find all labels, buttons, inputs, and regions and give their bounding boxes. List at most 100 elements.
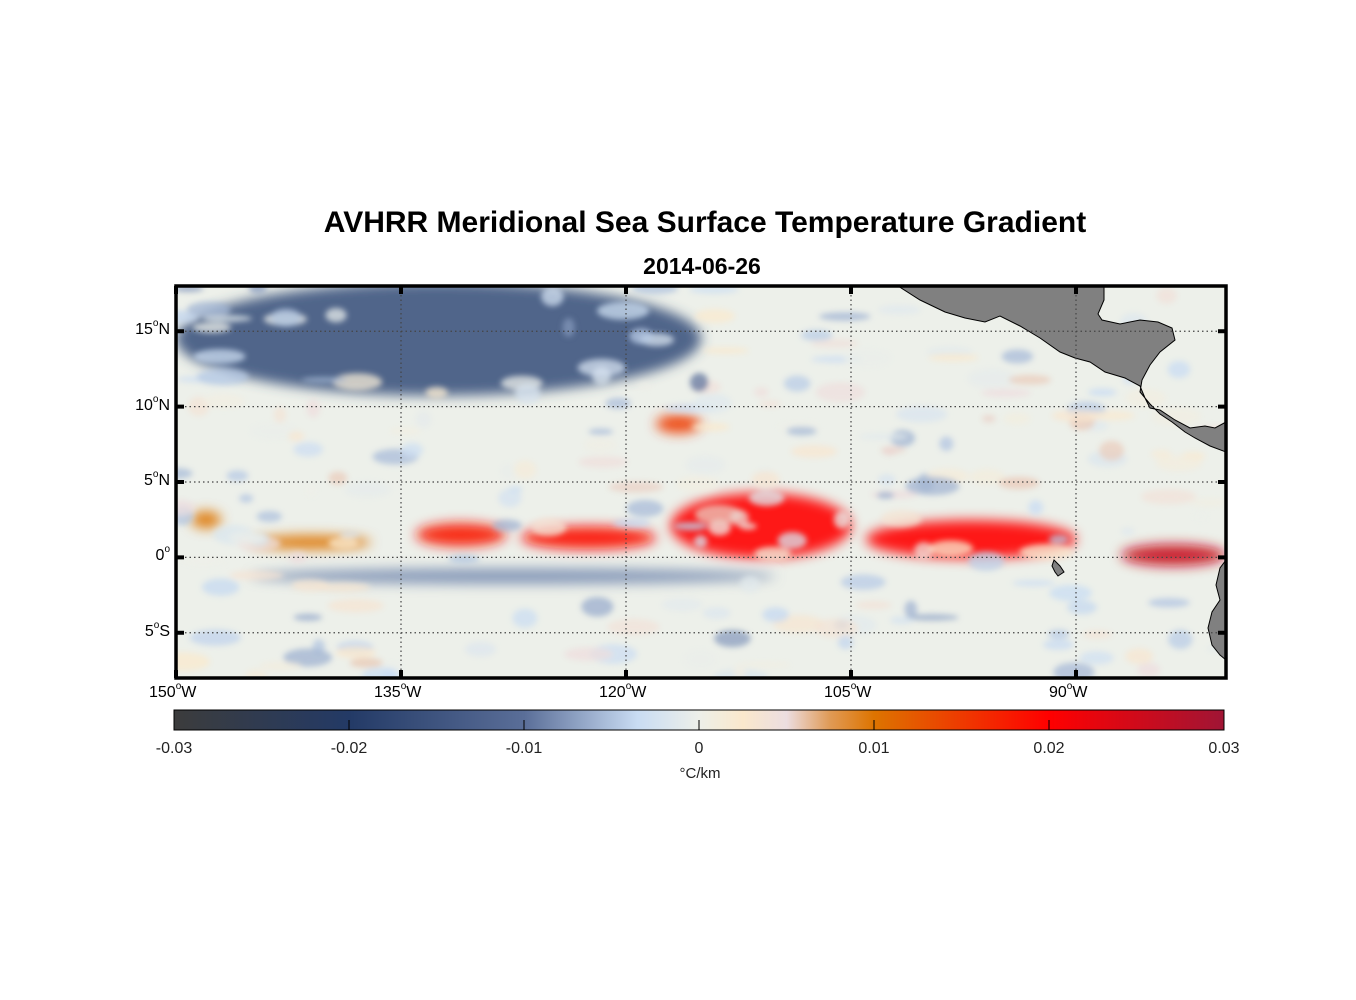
sst-eddy bbox=[858, 433, 909, 440]
sst-eddy bbox=[256, 510, 282, 523]
sst-eddy bbox=[810, 338, 859, 348]
sst-eddy bbox=[673, 521, 708, 531]
central-america-land bbox=[897, 286, 1226, 453]
lat-tick-label: 0o bbox=[110, 544, 170, 565]
axis-ticks bbox=[174, 286, 1226, 678]
sst-eddy bbox=[896, 406, 948, 423]
sst-eddy bbox=[500, 463, 515, 480]
sst-eddy bbox=[577, 358, 626, 377]
south-america-coast bbox=[1207, 559, 1226, 661]
sst-eddy bbox=[694, 309, 735, 324]
sst-eddy bbox=[335, 646, 376, 659]
sst-eddy bbox=[733, 665, 746, 678]
sst-eddy bbox=[273, 406, 286, 423]
degree-symbol: o bbox=[152, 393, 159, 405]
sst-eddy bbox=[637, 382, 653, 390]
sst-eddy bbox=[880, 509, 922, 528]
sst-eddy bbox=[189, 629, 242, 646]
feature-northern-cold-eddies bbox=[176, 286, 701, 396]
sst-eddy bbox=[344, 481, 391, 498]
degree-symbol: o bbox=[400, 681, 407, 692]
sst-eddy bbox=[904, 600, 918, 619]
sst-eddy bbox=[876, 491, 895, 500]
tick-number: 90 bbox=[1049, 684, 1067, 701]
sst-eddy bbox=[192, 321, 232, 333]
sst-eddy bbox=[605, 397, 631, 409]
sst-eddy bbox=[328, 471, 348, 485]
tick-number: 150 bbox=[149, 684, 176, 701]
sst-eddy bbox=[283, 648, 333, 667]
sst-eddy bbox=[702, 607, 731, 620]
sst-eddy bbox=[339, 531, 361, 538]
hemisphere-suffix: S bbox=[159, 622, 170, 640]
sst-eddy bbox=[596, 301, 650, 320]
sst-eddy bbox=[304, 483, 318, 498]
sst-eddy bbox=[1012, 579, 1055, 587]
colorbar-unit-label: °C/km bbox=[679, 765, 721, 782]
hemisphere-suffix: W bbox=[181, 684, 197, 701]
sst-eddy bbox=[1047, 629, 1070, 640]
sst-eddy bbox=[498, 488, 522, 508]
lat-tick-label: 5oS bbox=[110, 620, 170, 641]
lon-tick-label: 135oW bbox=[374, 681, 421, 702]
hemisphere-suffix: N bbox=[158, 472, 170, 489]
sst-eddy bbox=[193, 349, 246, 364]
sst-eddy bbox=[914, 541, 934, 560]
colorbar-tick-label: 0.03 bbox=[1208, 740, 1240, 757]
degree-symbol: o bbox=[164, 544, 170, 556]
sst-eddy bbox=[448, 554, 480, 564]
sst-eddy bbox=[288, 431, 305, 442]
degree-symbol: o bbox=[175, 681, 182, 692]
colorbar-tick-label: 0.02 bbox=[1033, 740, 1065, 757]
feature-equatorial-front-east bbox=[1121, 544, 1226, 566]
sst-eddy bbox=[1168, 629, 1193, 650]
sst-eddy bbox=[306, 399, 321, 418]
sst-eddy bbox=[969, 469, 1005, 485]
sst-eddy bbox=[1048, 534, 1069, 545]
sst-eddy bbox=[259, 661, 302, 671]
sst-eddy bbox=[837, 635, 854, 650]
sst-eddy bbox=[315, 582, 371, 593]
lat-tick-label: 5oN bbox=[110, 469, 170, 490]
sst-eddy bbox=[998, 476, 1040, 490]
lon-tick-label: 150oW bbox=[149, 681, 197, 702]
sst-eddy bbox=[1049, 584, 1093, 602]
tick-number: 15 bbox=[135, 321, 153, 339]
sst-eddy bbox=[1151, 407, 1202, 426]
sst-eddy bbox=[626, 500, 664, 517]
tick-number: 5 bbox=[143, 472, 153, 489]
hemisphere-suffix: N bbox=[158, 321, 170, 339]
lat-tick-label: 15oN bbox=[110, 318, 170, 339]
sst-eddy bbox=[1189, 498, 1226, 507]
sst-eddy bbox=[583, 438, 617, 452]
sst-eddy bbox=[248, 286, 267, 294]
sst-eddy bbox=[176, 467, 193, 479]
colorbar-tick-label: -0.03 bbox=[155, 740, 193, 757]
sst-eddy bbox=[514, 460, 537, 479]
sst-eddy bbox=[632, 286, 679, 295]
sst-eddy bbox=[530, 517, 567, 537]
sst-eddy bbox=[939, 436, 954, 452]
sst-eddy bbox=[562, 318, 575, 337]
sst-eddy bbox=[1079, 651, 1114, 665]
feature-warm-patch-2N-west bbox=[191, 511, 221, 529]
sst-eddy bbox=[327, 598, 384, 613]
sst-eddy bbox=[882, 446, 897, 456]
sst-eddy bbox=[855, 601, 892, 610]
sst-eddy bbox=[229, 530, 265, 545]
sst-eddy bbox=[1140, 489, 1197, 505]
sst-eddy bbox=[1148, 598, 1190, 608]
feature-southern-cold-band bbox=[251, 568, 776, 584]
sst-eddy bbox=[904, 614, 959, 621]
colorbar-tick-label: -0.01 bbox=[505, 740, 543, 757]
sst-eddy bbox=[1067, 600, 1097, 615]
colorbar-tick-label: -0.02 bbox=[330, 740, 368, 757]
sst-eddy bbox=[415, 411, 432, 428]
sst-eddy bbox=[754, 546, 792, 562]
tick-number: 0 bbox=[155, 547, 165, 565]
sst-eddy bbox=[202, 394, 245, 409]
colorbar bbox=[173, 709, 1225, 731]
sst-eddy bbox=[714, 629, 751, 648]
sst-eddy bbox=[291, 579, 329, 592]
colorbar-tick-label: 0 bbox=[694, 740, 704, 757]
